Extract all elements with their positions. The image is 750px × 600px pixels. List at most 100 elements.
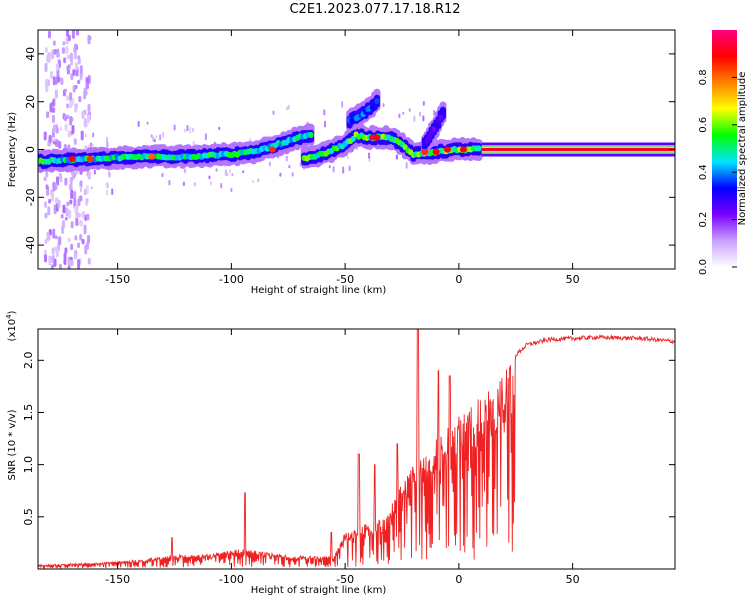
right-branch-core (440, 109, 446, 116)
snr-y-tick-label: 0.5 (22, 508, 35, 526)
noise-cell (58, 141, 62, 149)
spectrogram-x-tick-label: -100 (219, 273, 244, 286)
noise-cell (46, 231, 50, 242)
noise-cell (50, 264, 54, 269)
noise-cell (231, 172, 234, 177)
noise-cell (192, 127, 195, 133)
noise-cell (65, 45, 69, 55)
noise-cell (85, 77, 89, 84)
spectrogram-y-tick-label: 20 (24, 95, 37, 109)
noise-cell (52, 124, 56, 133)
noise-cell (184, 128, 187, 133)
hotspot (459, 146, 467, 153)
noise-cell (67, 265, 71, 269)
noise-cell (71, 30, 75, 39)
noise-cell (51, 255, 55, 262)
spectrogram-x-label: Height of straight line (km) (251, 285, 387, 296)
noise-cell (68, 184, 71, 191)
colorbar (712, 30, 737, 267)
noise-cell (78, 96, 82, 103)
noise-cell (433, 109, 436, 116)
noise-cell (69, 92, 73, 101)
noise-cell (87, 103, 91, 112)
noise-cell (85, 185, 89, 195)
noise-cell (51, 101, 55, 107)
noise-cell (72, 69, 76, 76)
noise-cell (64, 247, 68, 254)
snr-x-label: Height of straight line (km) (251, 585, 387, 596)
noise-cell (186, 124, 189, 132)
noise-cell (286, 106, 289, 111)
snr-frame (37, 328, 676, 570)
noise-cell (64, 123, 68, 132)
noise-cell (45, 82, 49, 93)
noise-cell (106, 141, 109, 148)
noise-cell (66, 65, 70, 71)
hotspot (432, 148, 440, 155)
noise-cell (61, 47, 65, 54)
noise-cell (251, 179, 254, 184)
noise-cell (93, 169, 96, 175)
noise-cell (83, 90, 87, 100)
noise-cell (395, 154, 398, 160)
noise-cell (74, 103, 78, 109)
noise-cell (106, 136, 109, 143)
noise-cell (47, 206, 51, 216)
noise-cell (44, 254, 48, 263)
noise-cell (279, 172, 282, 177)
noise-cell (50, 70, 54, 79)
noise-cell (70, 73, 74, 80)
hotspot (268, 146, 276, 153)
noise-cell (44, 212, 48, 219)
noise-cell (272, 110, 275, 115)
noise-cell (137, 120, 140, 127)
noise-cell (54, 246, 58, 252)
noise-cell (106, 189, 109, 196)
noise-cell (77, 242, 81, 249)
noise-cell (79, 233, 83, 241)
noise-cell (80, 130, 84, 141)
noise-cell (92, 132, 95, 138)
noise-cell (73, 199, 77, 207)
noise-cell (63, 257, 67, 266)
noise-cell (342, 166, 345, 174)
noise-cell (150, 134, 153, 138)
snr-x-tick-label: -50 (336, 573, 354, 586)
noise-cell (268, 161, 271, 167)
noise-cell (63, 57, 67, 64)
noise-cell (68, 209, 72, 219)
noise-cell (57, 76, 61, 83)
noise-cell (419, 111, 422, 117)
noise-cell (69, 199, 73, 205)
noise-cell (61, 220, 65, 228)
noise-cell (413, 115, 416, 122)
noise-cell (58, 172, 62, 180)
noise-cell (55, 63, 59, 71)
snr-y-tick-label: 2.0 (22, 352, 35, 370)
noise-cell (44, 201, 48, 208)
noise-cell (288, 165, 291, 169)
noise-cell (67, 54, 71, 60)
noise-cell (69, 176, 73, 184)
upper-branch-core (374, 98, 380, 105)
noise-cell (257, 178, 260, 183)
noise-cell (87, 171, 91, 180)
noise-cell (67, 130, 71, 138)
noise-cell (86, 114, 90, 124)
noise-cell (79, 180, 83, 188)
noise-cell (48, 198, 52, 204)
noise-cell (64, 216, 68, 221)
noise-cell (44, 47, 48, 53)
noise-cell (182, 181, 185, 187)
noise-cell (422, 101, 425, 106)
noise-cell (189, 127, 192, 134)
noise-cell (48, 255, 52, 266)
noise-cell (58, 236, 62, 246)
noise-cell (77, 55, 81, 60)
noise-cell (73, 46, 77, 53)
noise-cell (422, 115, 425, 122)
noise-cell (74, 62, 78, 71)
right-branch-core (422, 142, 428, 149)
hotspot (373, 134, 381, 141)
noise-cell (218, 126, 221, 130)
